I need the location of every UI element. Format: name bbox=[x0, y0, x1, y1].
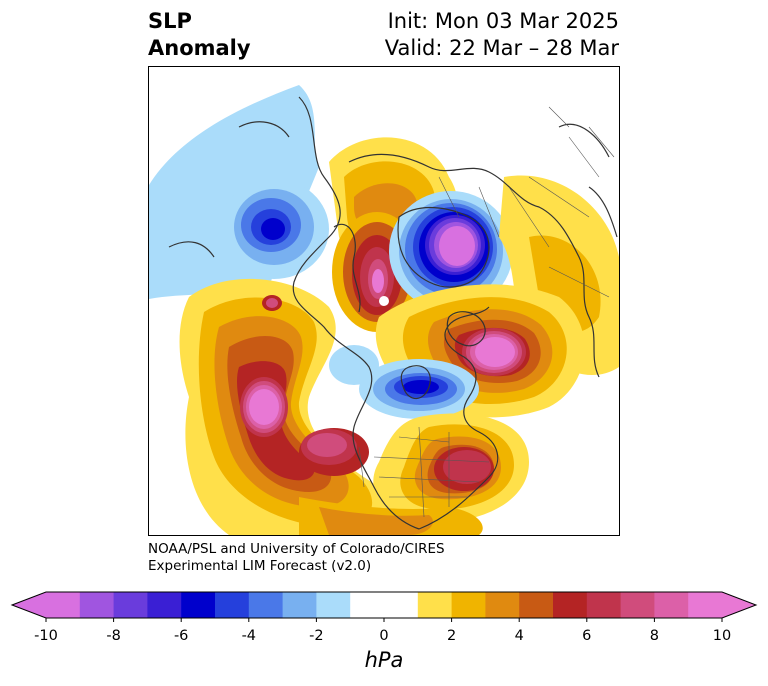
colorbar-bin bbox=[113, 592, 148, 618]
colorbar-bin bbox=[350, 592, 385, 618]
north-america-east-coast bbox=[418, 306, 499, 530]
colorbar-tick-label: -10 bbox=[34, 628, 58, 644]
colorbar-bin bbox=[688, 592, 723, 618]
colorbar-extend-max bbox=[722, 592, 756, 618]
anomaly-map bbox=[148, 66, 620, 536]
greenland-outline bbox=[446, 311, 486, 347]
anomaly-fill-layer bbox=[149, 85, 619, 535]
eurasia-coast bbox=[348, 153, 600, 378]
east-us-coast-high bbox=[299, 413, 529, 535]
credit-line-2: Experimental LIM Forecast (v2.0) bbox=[148, 558, 372, 574]
colorbar-bin bbox=[417, 592, 453, 618]
hudson-bay-low bbox=[329, 345, 479, 419]
valid-range: Valid: 22 Mar – 28 Mar bbox=[384, 36, 619, 60]
colorbar-bin bbox=[485, 592, 520, 618]
bering-coast bbox=[333, 223, 361, 313]
map-title: SLP Anomaly bbox=[148, 8, 251, 62]
minor-coastlines bbox=[168, 121, 618, 258]
colorbar-tick-label: -2 bbox=[309, 628, 324, 644]
title-line-2: Anomaly bbox=[148, 36, 251, 60]
gulf-of-alaska-high bbox=[179, 278, 408, 535]
colorbar bbox=[10, 591, 758, 622]
west-siberia-low bbox=[389, 191, 513, 311]
colorbar-bin bbox=[215, 592, 250, 618]
colorbar-bin bbox=[248, 592, 284, 618]
colorbar-ticks: -10 -8 -6 -4 -2 0 2 4 6 8 10 bbox=[0, 628, 768, 648]
colorbar-tick-label: -6 bbox=[173, 628, 189, 644]
colorbar-tick-label: 0 bbox=[379, 628, 389, 644]
init-date: Init: Mon 03 Mar 2025 bbox=[387, 9, 619, 33]
credit-text: NOAA/PSL and University of Colorado/CIRE… bbox=[148, 541, 445, 575]
colorbar-bin bbox=[519, 592, 554, 618]
colorbar-bin bbox=[384, 592, 419, 618]
title-line-1: SLP bbox=[148, 9, 192, 33]
colorbar-bin bbox=[553, 592, 588, 618]
political-borders bbox=[358, 106, 615, 518]
colorbar-tick-label: 4 bbox=[514, 628, 524, 644]
colorbar-bin bbox=[181, 592, 216, 618]
colorbar-unit: hPa bbox=[364, 648, 404, 672]
colorbar-extend-min bbox=[12, 592, 46, 618]
forecast-dates: Init: Mon 03 Mar 2025 Valid: 22 Mar – 28… bbox=[385, 8, 619, 62]
colorbar-tick-label: -8 bbox=[106, 628, 121, 644]
colorbar-bin bbox=[79, 592, 115, 618]
credit-line-1: NOAA/PSL and University of Colorado/CIRE… bbox=[148, 541, 445, 557]
west-siberia-region bbox=[397, 206, 490, 288]
coastlines bbox=[168, 96, 618, 530]
colorbar-bin bbox=[282, 592, 317, 618]
colorbar-bin bbox=[451, 592, 486, 618]
colorbar-tick-label: 6 bbox=[582, 628, 592, 644]
colorbar-tick-label: 8 bbox=[649, 628, 660, 644]
colorbar-bin bbox=[46, 592, 81, 618]
anomaly-map-canvas bbox=[149, 85, 619, 535]
hudson-bay-outline bbox=[400, 365, 431, 400]
north-pacific-low bbox=[149, 85, 329, 299]
colorbar-bin bbox=[654, 592, 689, 618]
colorbar-bin bbox=[620, 592, 655, 618]
colorbar-tick-label: 10 bbox=[712, 628, 732, 644]
colorbar-bin bbox=[586, 592, 622, 618]
colorbar-tick-label: -4 bbox=[241, 628, 257, 644]
pole-marker bbox=[379, 296, 389, 306]
colorbar-bin bbox=[316, 592, 351, 618]
north-america-west-coast bbox=[292, 96, 420, 530]
colorbar-bin bbox=[147, 592, 182, 618]
colorbar-tick-label: 2 bbox=[446, 628, 457, 644]
